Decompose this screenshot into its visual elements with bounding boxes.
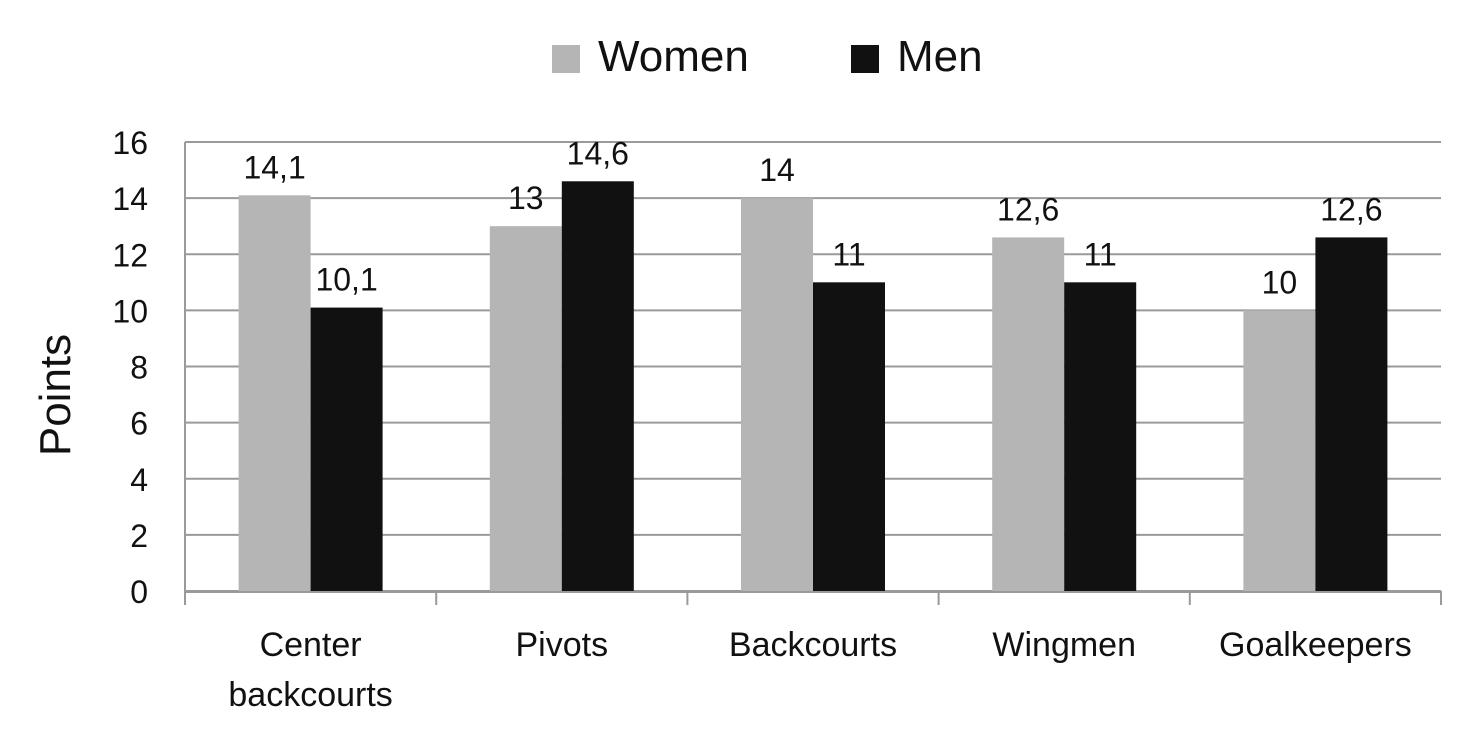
legend-label-men: Men (897, 32, 983, 81)
data-label-women-1: 13 (508, 180, 544, 216)
bar-men-1 (561, 181, 634, 591)
y-tick-label: 8 (130, 350, 148, 386)
data-label-men-1: 14,6 (567, 135, 629, 171)
y-tick-label: 16 (112, 125, 148, 161)
legend-swatch-men (851, 45, 879, 73)
y-tick-label: 6 (130, 406, 148, 442)
legend-label-women: Women (598, 32, 749, 81)
data-label-women-3: 12,6 (997, 191, 1059, 227)
bar-men-3 (1064, 282, 1137, 591)
x-category-label: Backcourts (729, 626, 897, 664)
bars (238, 181, 1388, 591)
bar-women-2 (741, 198, 813, 591)
y-tick-label: 14 (112, 181, 148, 217)
legend: Women Men (552, 32, 983, 81)
legend-swatch-women (552, 45, 580, 73)
y-tick-label: 10 (112, 293, 148, 329)
bar-women-0 (238, 195, 311, 591)
y-tick-label: 12 (112, 237, 148, 273)
x-category-label: Goalkeepers (1219, 626, 1412, 664)
bar-men-2 (813, 282, 885, 591)
data-label-women-0: 14,1 (243, 149, 305, 185)
data-label-men-3: 11 (1084, 236, 1117, 272)
x-category-label: backcourts (228, 676, 392, 714)
y-axis-label: Points (31, 334, 80, 456)
bar-women-3 (992, 237, 1065, 591)
y-tick-label: 0 (130, 574, 148, 610)
y-axis-ticks: 0 2 4 6 8 10 12 14 16 (112, 125, 148, 610)
data-label-women-2: 14 (759, 152, 795, 188)
data-label-men-2: 11 (832, 236, 865, 272)
bar-women-4 (1243, 310, 1316, 591)
bar-women-1 (489, 226, 562, 591)
data-label-women-4: 10 (1262, 264, 1298, 300)
x-category-label: Wingmen (992, 626, 1136, 664)
bar-men-0 (310, 307, 383, 591)
data-label-men-4: 12,6 (1320, 191, 1382, 227)
bar-men-4 (1315, 237, 1388, 591)
y-tick-label: 2 (130, 518, 148, 554)
y-tick-label: 4 (130, 462, 148, 498)
data-labels: 14,1 10,1 13 14,6 14 11 12,6 11 10 12,6 (243, 135, 1382, 300)
x-category-label: Center (260, 626, 362, 664)
data-label-men-0: 10,1 (315, 262, 377, 298)
x-axis: Center backcourts Pivots Backcourts Wingmen G… (184, 591, 1442, 714)
x-category-label: Pivots (516, 626, 609, 664)
